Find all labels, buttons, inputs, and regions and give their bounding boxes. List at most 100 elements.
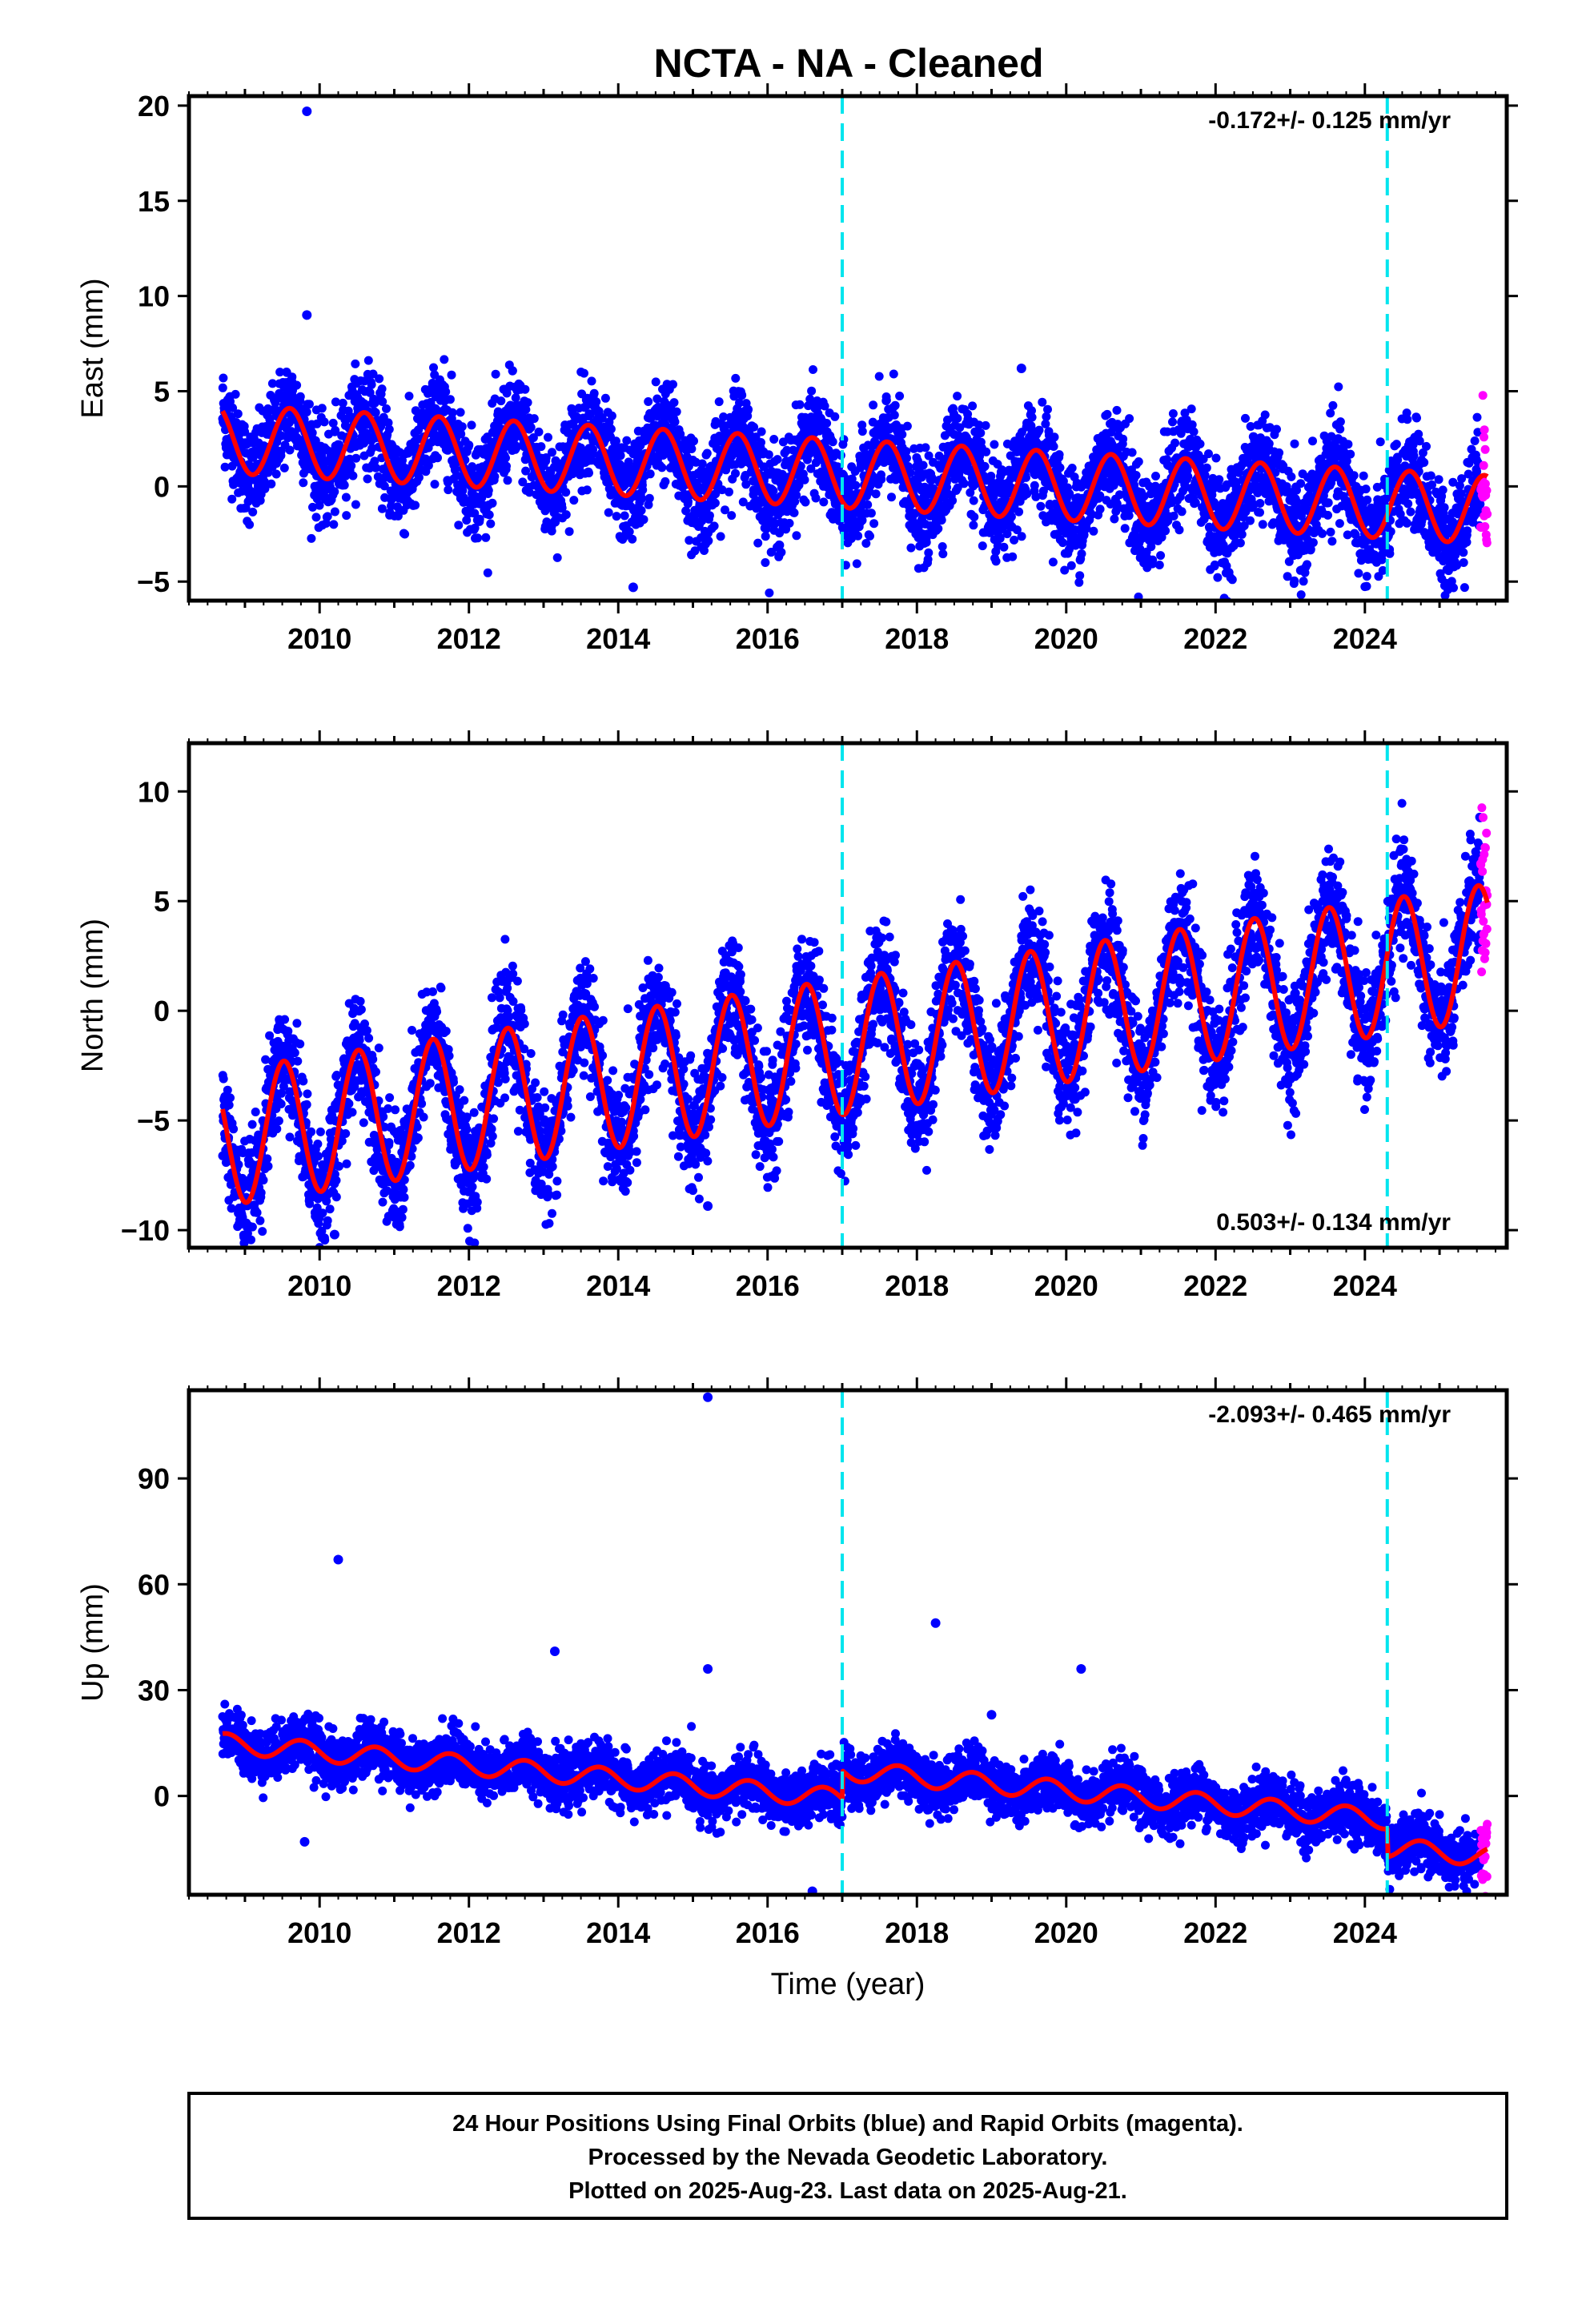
data-point-final bbox=[1255, 499, 1265, 508]
data-point-final bbox=[378, 397, 387, 406]
data-point-final bbox=[484, 485, 493, 495]
data-point-final bbox=[999, 542, 1009, 552]
data-point-final bbox=[454, 521, 464, 530]
data-point-final bbox=[1189, 427, 1199, 436]
data-point-final bbox=[582, 485, 592, 495]
data-point-final bbox=[1470, 436, 1480, 445]
data-point-final bbox=[1463, 526, 1472, 536]
data-point-final bbox=[669, 398, 679, 408]
data-point-final bbox=[1168, 417, 1177, 427]
data-point-final bbox=[1287, 472, 1296, 481]
data-point-final bbox=[1375, 437, 1385, 447]
data-point-final bbox=[592, 397, 601, 407]
data-point-final bbox=[1227, 575, 1237, 585]
data-point-final bbox=[456, 429, 466, 439]
data-point-final bbox=[331, 425, 340, 435]
data-point-final bbox=[475, 514, 484, 524]
data-point-final bbox=[483, 568, 492, 577]
data-point-final bbox=[727, 511, 737, 521]
data-point-final bbox=[371, 408, 380, 417]
data-point-final bbox=[534, 427, 544, 436]
data-point-final bbox=[725, 487, 733, 497]
data-point-final bbox=[969, 496, 978, 505]
data-point-final bbox=[488, 498, 497, 508]
data-point-final bbox=[953, 413, 962, 423]
data-point-final bbox=[1272, 424, 1281, 434]
data-point-final bbox=[1038, 397, 1047, 407]
data-point-final bbox=[1066, 561, 1076, 570]
data-point-final bbox=[584, 468, 593, 478]
data-point-final bbox=[470, 523, 480, 533]
data-point-final bbox=[714, 397, 724, 407]
data-point-final bbox=[470, 509, 480, 518]
data-point-final bbox=[644, 397, 653, 406]
data-point-final bbox=[467, 420, 476, 430]
data-point-final bbox=[1422, 441, 1431, 451]
data-point-final bbox=[1403, 415, 1412, 424]
data-point-final bbox=[520, 384, 530, 394]
data-point-final bbox=[1151, 472, 1160, 480]
data-point-final bbox=[348, 471, 358, 480]
data-point-final bbox=[1296, 590, 1306, 600]
data-point-final bbox=[1362, 572, 1371, 581]
data-point-final bbox=[938, 549, 948, 559]
data-point-final bbox=[328, 418, 338, 428]
data-layer bbox=[218, 107, 1492, 601]
data-point-final bbox=[1204, 449, 1213, 459]
data-point-final bbox=[302, 408, 311, 416]
data-point-final bbox=[347, 461, 356, 471]
data-point-final bbox=[687, 444, 697, 453]
data-point-final bbox=[351, 453, 361, 463]
data-point-final bbox=[404, 392, 414, 401]
data-point-rapid bbox=[1480, 444, 1490, 454]
data-point-rapid bbox=[1483, 509, 1492, 519]
data-point-final bbox=[769, 486, 778, 496]
data-point-final bbox=[351, 500, 360, 509]
data-point-final bbox=[429, 363, 438, 372]
data-point-final bbox=[1318, 529, 1327, 538]
data-point-final bbox=[587, 376, 596, 386]
data-point-final bbox=[1043, 404, 1052, 414]
data-point-rapid bbox=[1478, 391, 1488, 400]
data-point-final bbox=[377, 504, 387, 513]
data-point-final bbox=[1118, 434, 1128, 444]
data-point-final bbox=[271, 469, 281, 479]
data-point-final bbox=[819, 497, 829, 507]
data-point-final bbox=[1241, 413, 1250, 423]
data-point-final bbox=[523, 398, 532, 408]
data-point-final bbox=[1308, 538, 1318, 547]
data-point-final bbox=[1195, 439, 1205, 448]
data-point-final bbox=[604, 508, 613, 517]
data-point-final bbox=[1036, 501, 1046, 511]
data-point-final bbox=[769, 435, 779, 444]
data-point-final bbox=[764, 450, 773, 460]
data-point-final bbox=[830, 412, 840, 421]
data-point-final bbox=[1296, 479, 1306, 489]
data-point-final bbox=[512, 443, 521, 452]
data-point-rapid bbox=[1480, 522, 1490, 531]
data-point-final bbox=[934, 524, 943, 533]
data-point-final bbox=[384, 424, 394, 434]
data-point-final bbox=[1334, 382, 1343, 392]
data-point-final bbox=[789, 508, 799, 517]
data-point-final bbox=[702, 448, 712, 458]
data-point-final bbox=[1006, 512, 1016, 521]
data-point-final bbox=[503, 476, 512, 485]
data-point-final bbox=[801, 497, 810, 507]
data-point-final bbox=[1183, 472, 1193, 481]
data-point-final bbox=[959, 479, 969, 489]
data-point-final bbox=[651, 377, 661, 387]
data-point-final bbox=[906, 543, 916, 553]
data-point-final bbox=[447, 370, 456, 380]
data-point-final bbox=[448, 408, 457, 417]
data-point-final bbox=[1303, 560, 1311, 569]
data-point-final bbox=[1120, 524, 1130, 533]
data-point-final bbox=[953, 392, 962, 401]
data-point-final bbox=[490, 472, 500, 481]
data-point-final bbox=[1308, 436, 1317, 446]
data-point-final bbox=[315, 501, 324, 510]
data-point-final bbox=[1200, 470, 1210, 480]
data-point-final bbox=[1459, 548, 1468, 557]
data-point-final bbox=[851, 480, 861, 490]
data-point-final bbox=[1343, 440, 1353, 449]
